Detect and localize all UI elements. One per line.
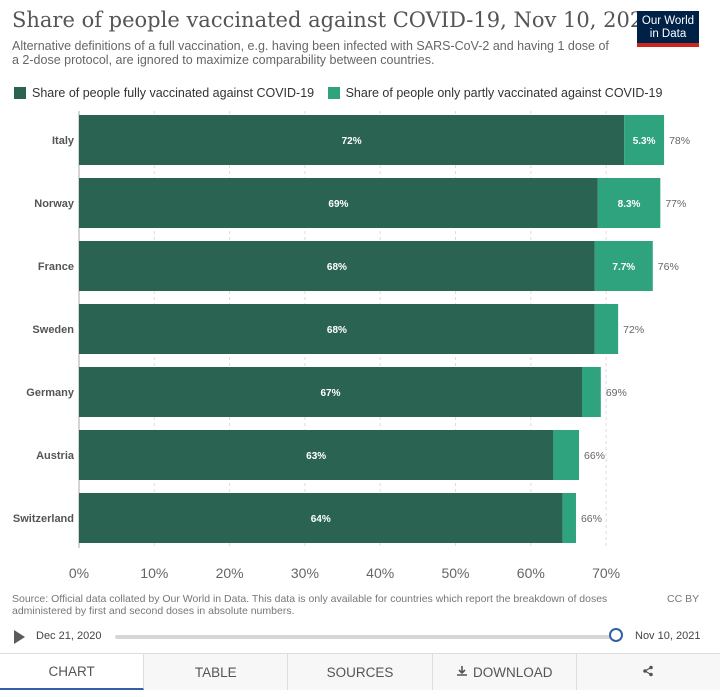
- bar-fully-vaccinated: [79, 304, 595, 354]
- x-tick-label: 0%: [69, 565, 89, 581]
- timeline-slider-handle[interactable]: [609, 628, 623, 642]
- tab-download-label: DOWNLOAD: [472, 664, 553, 680]
- bar-fully-vaccinated: [79, 493, 563, 543]
- bar-chart: 0% 10% 20% 30% 40% 50% 60% 70% Italy 72% 5.3% 78% No…: [13, 111, 690, 581]
- bar-fully-vaccinated: [79, 115, 625, 165]
- timeline-slider-track[interactable]: [115, 635, 617, 639]
- bar-value-label-full: 67%: [320, 388, 340, 399]
- category-label: Sweden: [32, 324, 74, 336]
- category-label: Germany: [26, 387, 75, 399]
- chart-subtitle: Alternative definitions of a full vaccin…: [12, 39, 609, 67]
- bar-value-label-full: 68%: [327, 262, 347, 273]
- bar-total-label: 76%: [658, 261, 679, 273]
- bar-partly-vaccinated: [553, 430, 579, 480]
- category-label: Switzerland: [13, 513, 74, 525]
- bar-total-label: 72%: [623, 324, 644, 336]
- bar-value-label-partial: 7.7%: [612, 262, 635, 273]
- bar-fully-vaccinated: [79, 178, 598, 228]
- tab-chart-label: CHART: [48, 663, 95, 679]
- tab-share[interactable]: [577, 654, 720, 690]
- legend-swatch-partial: [327, 87, 340, 99]
- bar-total-label: 77%: [665, 198, 686, 210]
- bar-fully-vaccinated: [79, 241, 595, 291]
- legend-item-partial[interactable]: Share of people only partly vaccinated a…: [327, 86, 663, 100]
- x-tick-label: 40%: [366, 565, 394, 581]
- bar-value-label-partial: 5.3%: [633, 136, 656, 147]
- bar-fully-vaccinated: [79, 367, 583, 417]
- logo-line-1: Our World: [641, 15, 695, 27]
- bar-value-label-full: 68%: [327, 325, 347, 336]
- bar-partly-vaccinated: [582, 367, 601, 417]
- bar-partly-vaccinated: [597, 178, 661, 228]
- bar-fully-vaccinated: [79, 430, 554, 480]
- legend-swatch-full: [14, 87, 26, 99]
- timeline-start-date: Dec 21, 2020: [36, 630, 102, 642]
- legend-label-full: Share of people fully vaccinated against…: [32, 86, 315, 100]
- bar-value-label-partial: 8.3%: [618, 199, 641, 210]
- owid-logo[interactable]: Our World in Data: [637, 11, 699, 47]
- legend: Share of people fully vaccinated against…: [14, 86, 672, 102]
- tab-table[interactable]: TABLE: [144, 654, 289, 690]
- tab-chart[interactable]: CHART: [0, 654, 145, 690]
- bar-total-label: 66%: [581, 513, 602, 525]
- bar-value-label-full: 64%: [311, 514, 331, 525]
- category-label: Austria: [36, 450, 75, 462]
- tab-sources-label: SOURCES: [326, 664, 394, 680]
- legend-item-full[interactable]: Share of people fully vaccinated against…: [14, 86, 314, 100]
- bar-value-label-full: 63%: [306, 451, 326, 462]
- category-label: Italy: [52, 135, 75, 147]
- download-icon: [456, 665, 468, 680]
- bar-partly-vaccinated: [594, 241, 653, 291]
- tab-download[interactable]: DOWNLOAD: [433, 654, 577, 690]
- play-icon[interactable]: [14, 630, 25, 644]
- logo-accent-bar: [637, 43, 699, 47]
- timeline: Dec 21, 2020 Nov 10, 2021: [0, 624, 720, 650]
- x-tick-label: 10%: [140, 565, 168, 581]
- bar-value-label-full: 72%: [342, 136, 362, 147]
- bar-total-label: 78%: [669, 135, 690, 147]
- bar-partly-vaccinated: [562, 493, 576, 543]
- bar-partly-vaccinated: [624, 115, 665, 165]
- license-link[interactable]: CC BY: [667, 593, 700, 605]
- bar-total-label: 66%: [584, 450, 605, 462]
- x-tick-label: 20%: [216, 565, 244, 581]
- chart-title: Share of people vaccinated against COVID…: [12, 8, 657, 32]
- x-tick-label: 60%: [517, 565, 545, 581]
- tab-sources[interactable]: SOURCES: [288, 654, 433, 690]
- bar-total-label: 69%: [606, 387, 627, 399]
- tab-table-label: TABLE: [194, 664, 237, 680]
- x-tick-label: 50%: [441, 565, 469, 581]
- x-tick-label: 70%: [592, 565, 620, 581]
- bar-partly-vaccinated: [594, 304, 619, 354]
- category-label: France: [38, 261, 74, 273]
- legend-label-partial: Share of people only partly vaccinated a…: [345, 86, 663, 100]
- source-note: Source: Official data collated by Our Wo…: [12, 593, 608, 617]
- logo-line-2: in Data: [649, 28, 687, 40]
- bar-value-label-full: 69%: [328, 199, 348, 210]
- x-tick-label: 30%: [291, 565, 319, 581]
- category-label: Norway: [34, 198, 75, 210]
- timeline-end-date: Nov 10, 2021: [635, 630, 701, 642]
- share-icon: [642, 665, 654, 680]
- tab-bar: CHART TABLE SOURCES DOWNLOAD: [0, 653, 720, 690]
